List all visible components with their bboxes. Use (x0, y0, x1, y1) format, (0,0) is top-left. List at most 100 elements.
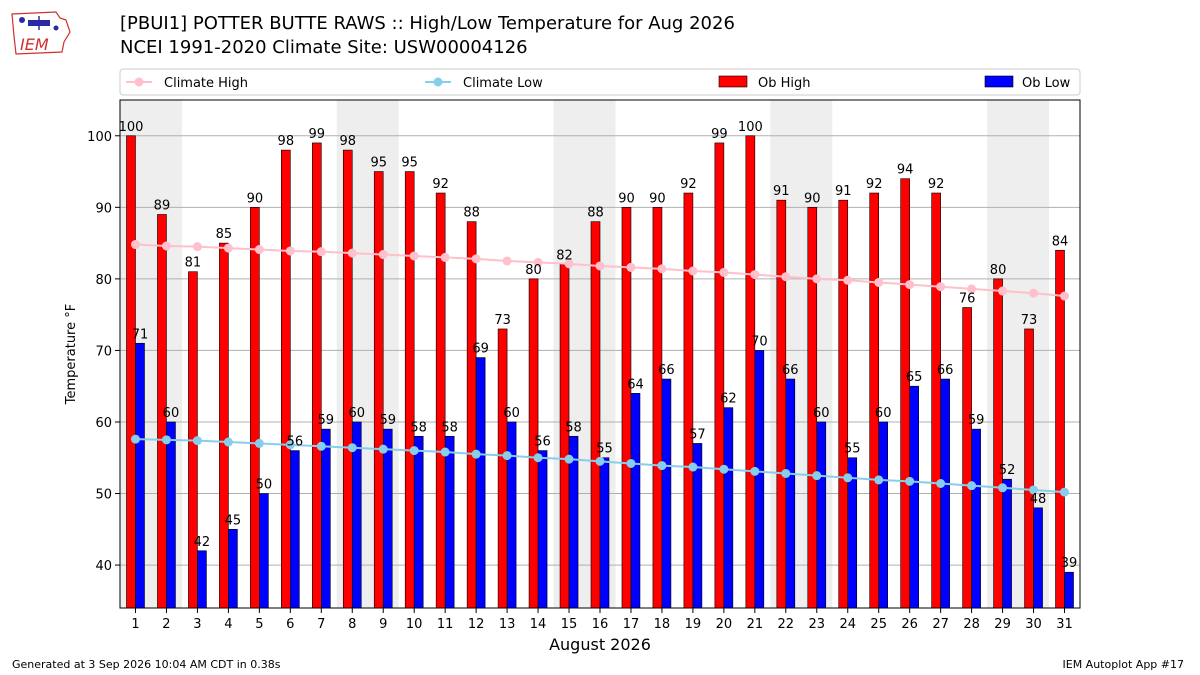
bar-ob-low (785, 378, 796, 609)
bar-ob-low (971, 428, 981, 609)
label-ob-high: 90 (649, 191, 666, 206)
x-tick-label: 15 (561, 617, 578, 632)
y-tick-label: 50 (95, 488, 112, 503)
climate-high-point (905, 280, 915, 290)
climate-low-point (905, 476, 915, 486)
climate-high-point (967, 284, 977, 294)
bar-ob-low (475, 357, 486, 609)
legend: Climate High Climate Low Ob High Ob Low (119, 68, 1081, 96)
label-ob-low: 59 (968, 413, 985, 428)
bar-ob-low (290, 450, 300, 609)
x-tick-label: 22 (778, 617, 795, 632)
bar-ob-low (413, 435, 424, 609)
bar-ob-high (404, 171, 415, 609)
climate-low-point (719, 464, 729, 474)
x-axis-label: August 2026 (549, 635, 651, 654)
bar-ob-high (869, 192, 880, 609)
bar-ob-low (599, 457, 610, 609)
bar-ob-high (683, 192, 694, 609)
label-ob-low: 56 (534, 435, 551, 450)
x-tick-label: 4 (224, 617, 232, 632)
climate-high-point (688, 266, 698, 276)
climate-low-point (812, 471, 822, 481)
climate-low-point (533, 453, 543, 463)
x-tick-label: 7 (317, 617, 325, 632)
climate-low-point (192, 436, 202, 446)
label-ob-low: 66 (658, 363, 675, 378)
climate-high-point (1060, 291, 1070, 301)
bar-ob-high (900, 178, 910, 609)
bar-ob-low (444, 435, 455, 609)
bar-ob-low (816, 421, 827, 609)
climate-low-point (657, 461, 667, 471)
climate-high-point (378, 250, 388, 260)
footer-generated: Generated at 3 Sep 2026 10:04 AM CDT in … (12, 658, 281, 671)
label-ob-low: 55 (596, 442, 613, 457)
climate-low-point (440, 447, 450, 457)
label-ob-high: 98 (339, 134, 356, 149)
chart-subtitle: NCEI 1991-2020 Climate Site: USW00004126 (120, 37, 528, 58)
y-tick-label: 90 (95, 201, 112, 216)
climate-low-point (564, 454, 574, 464)
label-ob-low: 59 (379, 413, 396, 428)
y-tick-label: 60 (95, 416, 112, 431)
legend-ob-low-label: Ob Low (1022, 76, 1071, 91)
climate-high-point (347, 248, 357, 258)
label-ob-low: 58 (410, 420, 427, 435)
climate-low-point (130, 434, 140, 444)
bar-ob-low (537, 450, 548, 609)
label-ob-low: 50 (256, 478, 273, 493)
y-tick-label: 100 (87, 130, 112, 145)
climate-high-point (998, 286, 1008, 296)
label-ob-high: 82 (556, 249, 573, 264)
label-ob-low: 60 (503, 406, 520, 421)
climate-high-point (750, 270, 760, 280)
label-ob-low: 58 (565, 420, 582, 435)
legend-ob-low-swatch (984, 75, 1014, 88)
label-ob-high: 92 (928, 177, 945, 192)
label-ob-low: 58 (441, 420, 458, 435)
climate-low-point (471, 449, 481, 459)
bar-ob-low (1033, 507, 1043, 609)
climate-low-point (409, 446, 419, 456)
bar-ob-low (630, 393, 641, 609)
x-tick-label: 19 (685, 617, 702, 632)
x-tick-label: 25 (870, 617, 887, 632)
bar-ob-low (166, 421, 176, 609)
label-ob-high: 100 (738, 120, 763, 135)
label-ob-high: 81 (185, 256, 202, 271)
label-ob-low: 60 (163, 406, 180, 421)
climate-low-point (502, 451, 512, 461)
x-tick-label: 21 (747, 617, 764, 632)
climate-high-point (285, 246, 295, 256)
climate-low-point (223, 437, 233, 447)
label-ob-low: 59 (318, 413, 335, 428)
label-ob-low: 42 (194, 535, 211, 550)
climate-low-point (874, 475, 884, 485)
x-tick-label: 5 (255, 617, 263, 632)
bar-ob-high (776, 199, 787, 609)
label-ob-high: 92 (680, 177, 697, 192)
legend-ob-high-label: Ob High (758, 76, 811, 91)
x-tick-label: 30 (1025, 617, 1042, 632)
x-tick-label: 3 (193, 617, 201, 632)
x-tick-label: 11 (437, 617, 454, 632)
bar-ob-low (135, 342, 145, 609)
bar-ob-low (909, 385, 919, 609)
bar-ob-low (259, 493, 269, 609)
bar-ob-high (250, 207, 260, 609)
x-tick-label: 9 (379, 617, 387, 632)
label-ob-high: 89 (154, 198, 171, 213)
x-tick-label: 1 (131, 617, 139, 632)
climate-low-point (285, 440, 295, 450)
label-ob-low: 66 (782, 363, 799, 378)
label-ob-high: 80 (525, 263, 542, 278)
legend-climate-low-label: Climate Low (463, 76, 543, 91)
bar-ob-low (1064, 571, 1074, 609)
climate-high-point (936, 282, 946, 292)
climate-low-point (967, 481, 977, 491)
label-ob-high: 91 (835, 184, 852, 199)
bar-ob-low (320, 428, 331, 609)
climate-low-point (998, 483, 1008, 493)
